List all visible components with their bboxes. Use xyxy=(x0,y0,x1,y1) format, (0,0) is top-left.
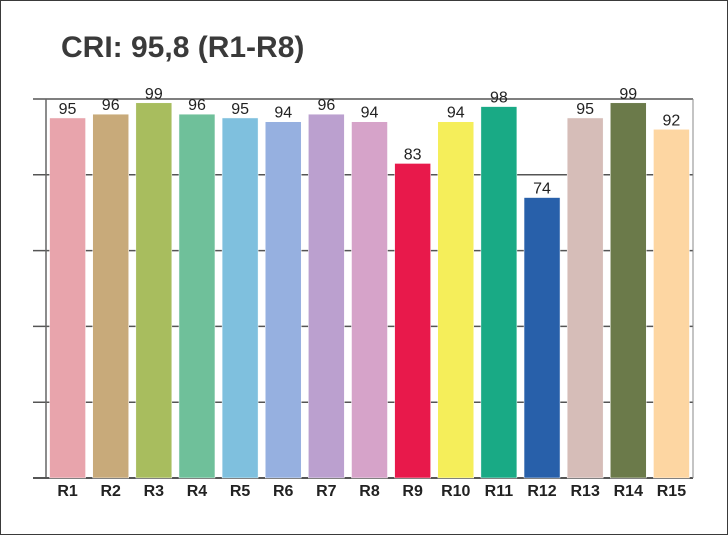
chart-title: CRI: 95,8 (R1-R8) xyxy=(61,31,305,64)
bar xyxy=(92,113,129,479)
bar-value-label: 94 xyxy=(447,105,465,122)
bar-value-label: 96 xyxy=(188,97,206,114)
bar xyxy=(523,197,561,479)
x-tick-label: R6 xyxy=(273,483,294,500)
x-tick-label: R2 xyxy=(100,483,121,500)
bar xyxy=(566,117,604,479)
x-tick-label: R8 xyxy=(359,483,380,500)
bar-value-label: 92 xyxy=(663,112,681,129)
bar-value-label: 98 xyxy=(490,90,508,107)
bar xyxy=(49,117,86,479)
bar-value-label: 94 xyxy=(361,105,379,122)
bar xyxy=(480,106,518,479)
bar xyxy=(135,102,173,479)
bar-value-label: 94 xyxy=(274,105,292,122)
x-tick-label: R5 xyxy=(230,483,251,500)
x-tick-label: R4 xyxy=(187,483,208,500)
bar-value-label: 99 xyxy=(619,86,637,103)
bar-value-label: 96 xyxy=(102,97,120,114)
bar xyxy=(221,117,259,479)
x-tick-label: R13 xyxy=(570,483,599,500)
bar xyxy=(610,102,647,479)
x-tick-label: R10 xyxy=(441,483,470,500)
x-tick-label: R15 xyxy=(657,483,686,500)
bar xyxy=(264,121,302,479)
x-tick-label: R14 xyxy=(614,483,643,500)
bar-value-label: 95 xyxy=(576,101,594,118)
bar xyxy=(437,121,475,479)
bar xyxy=(351,121,388,479)
x-tick-label: R3 xyxy=(144,483,165,500)
bar xyxy=(394,163,431,479)
bar-value-label: 74 xyxy=(533,181,551,198)
bar xyxy=(653,129,690,479)
bar-value-label: 99 xyxy=(145,86,163,103)
bar xyxy=(308,113,345,479)
x-tick-label: R12 xyxy=(527,483,556,500)
x-tick-label: R7 xyxy=(316,483,337,500)
x-tick-label: R1 xyxy=(57,483,78,500)
bar-value-label: 95 xyxy=(231,101,249,118)
x-tick-label: R11 xyxy=(485,483,514,500)
bar-value-label: 83 xyxy=(404,146,422,163)
bar xyxy=(178,113,216,479)
bar-value-label: 96 xyxy=(317,97,335,114)
x-tick-label: R9 xyxy=(402,483,423,500)
bar-value-label: 95 xyxy=(59,101,77,118)
